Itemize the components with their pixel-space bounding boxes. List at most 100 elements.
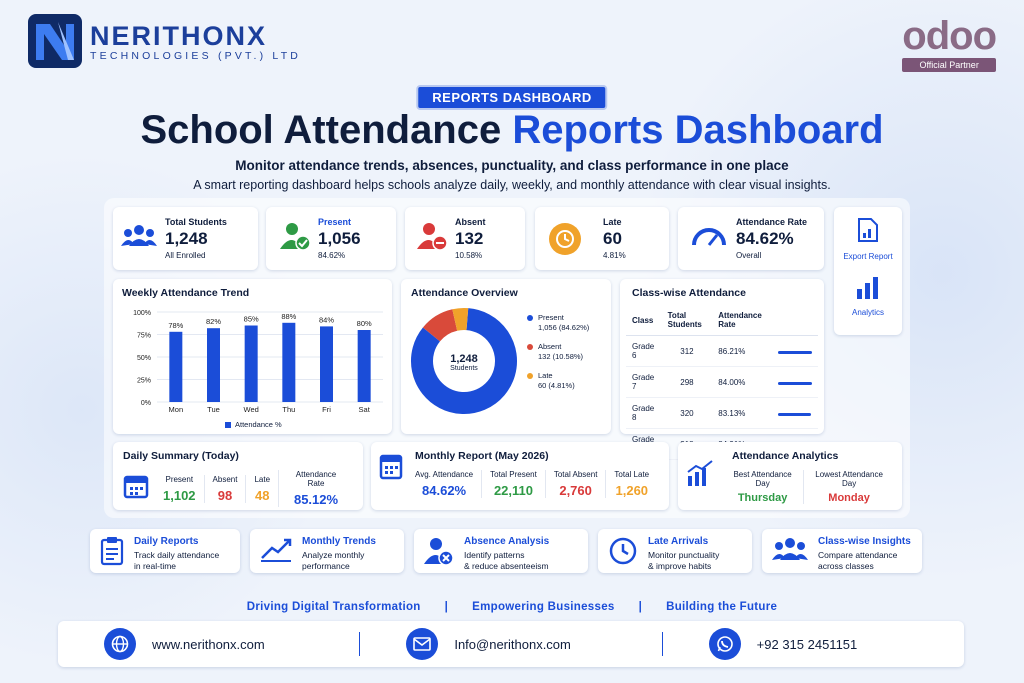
trend-bars-icon [686,460,714,491]
attendance-donut-chart [411,308,517,414]
divider [661,632,663,656]
attendance-overview-card: Attendance Overview 1,248 Students Prese… [401,279,611,434]
kpi-total-students: Total Students 1,248 All Enrolled [113,207,258,270]
stat-label: Total Present [490,470,537,479]
partner-wordmark: odoo [902,14,997,58]
kpi-label: Present [318,217,352,227]
table-row: Grade 8 320 83.13% [626,397,818,429]
page-title: School Attendance Reports Dashboard [0,108,1024,153]
phone-link[interactable]: +92 315 2451151 [663,628,964,660]
calendar-icon [123,473,149,504]
cell-rate: 83.13% [712,397,772,429]
rate-bar [777,350,812,354]
y-tick-label: 100% [133,310,151,317]
export-report-button[interactable]: Export Report [834,207,902,261]
website-link[interactable]: www.nerithonx.com [58,628,359,660]
export-report-label: Export Report [843,252,893,261]
kpi-note: 84.62% [318,251,346,260]
kpi-attendance-rate: Attendance Rate 84.62% Overall [678,207,824,270]
subtitle: Monitor attendance trends, absences, pun… [235,158,789,173]
legend-value: 132 (10.58%) [538,352,584,361]
data-label: 88% [281,312,296,321]
feature-desc: Analyze monthly [302,550,365,560]
brand-name: NERITHONX [90,20,268,51]
divider [359,632,361,656]
clipboard-icon [100,536,124,571]
legend-swatch [225,421,231,428]
stat-value: 98 [217,487,233,503]
feature-title: Absence Analysis [464,536,550,547]
stat-value: Monday [828,492,870,504]
feature-monthly-trends: Monthly Trends Analyze monthly performance [250,529,404,573]
stat-label: Avg. Attendance [415,470,474,479]
analytics-button[interactable]: Analytics [834,261,902,317]
stat-label: Late [254,474,271,484]
analytics-title: Attendance Analytics [732,450,839,462]
kpi-note: 10.58% [455,251,483,260]
donut-center: 1,248 Students [441,353,487,372]
legend-label: Attendance % [235,420,282,429]
weekly-trend-title: Weekly Attendance Trend [122,287,250,299]
email-link[interactable]: Info@nerithonx.com [360,628,661,660]
monthly-avg: Avg. Attendance 84.62% [407,470,481,498]
data-label: 78% [168,321,183,330]
kpi-late: Late 60 4.81% [535,207,669,270]
table-row: Grade 7 298 84.00% [626,366,818,398]
group-icon [772,536,808,567]
stat-value: 84.62% [422,483,467,498]
users-icon [121,222,157,255]
kpi-value: 1,056 [318,229,361,248]
user-check-icon [280,221,311,256]
globe-icon [104,628,136,660]
donut-center-label: Students [450,365,478,372]
website-text: www.nerithonx.com [152,636,265,652]
kpi-label: Late [603,217,622,227]
stat-label: Attendance Rate [295,470,337,488]
feature-daily-reports: Daily Reports Track daily attendance in re… [90,529,240,573]
partner-badge: Official Partner [902,58,996,72]
trend-icon [260,536,292,567]
data-label: 80% [357,319,372,328]
legend-value: 60 (4.81%) [538,381,575,390]
clock-icon [608,536,638,571]
kpi-label: Total Students [165,217,227,227]
bar [320,326,333,402]
table-row: Grade 6 312 86.21% [626,335,818,367]
feature-late-arrivals: Late Arrivals Monitor punctuality & improv… [598,529,752,573]
column-header: Attendance Rate [712,305,772,336]
data-label: 85% [244,315,259,324]
data-label: 82% [206,317,221,326]
stat-value: 2,760 [559,483,592,498]
donut-slice [411,308,517,414]
legend-value: 1,056 (84.62%) [538,323,590,332]
y-tick-label: 25% [137,378,151,385]
daily-summary-title: Daily Summary (Today) [123,450,239,462]
feature-desc: Monitor punctuality [648,550,720,560]
bar-chart-icon [834,275,902,304]
feature-desc: & reduce absenteeism [464,561,549,571]
stat-label: Present [165,474,194,484]
overview-title: Attendance Overview [411,287,518,299]
daily-absent: Absent 98 [203,474,246,503]
monthly-report-title: Monthly Report (May 2026) [415,450,549,462]
partner-logo: odoo Official Partner [902,14,997,72]
monthly-report-card: Monthly Report (May 2026) Avg. Attendanc… [371,442,669,510]
description: A smart reporting dashboard helps school… [193,178,831,192]
kpi-absent: Absent 132 10.58% [405,207,525,270]
stat-value: Thursday [737,492,788,504]
stat-label: Total Absent [553,470,598,479]
x-tick-label: Wed [244,405,259,414]
bar [169,331,183,402]
weekly-bar-chart: 100% 75% 50% 25% 0% 78% Mon 82% Tue 85% Wed 88% Thu 8… [133,310,383,414]
bar [244,325,258,402]
kpi-present: Present 1,056 84.62% [266,207,396,270]
tagline-item: Driving Digital Transformation [246,601,421,613]
logo-mark-icon [28,14,82,68]
legend-late: Late 60 (4.81%) [527,371,589,391]
kpi-note: All Enrolled [165,251,206,260]
x-tick-label: Fri [322,405,331,414]
best-day: Best Attendance Day Thursday [722,470,803,504]
analytics-label: Analytics [851,308,884,317]
y-tick-label: 0% [141,400,151,407]
user-minus-icon [417,221,448,256]
